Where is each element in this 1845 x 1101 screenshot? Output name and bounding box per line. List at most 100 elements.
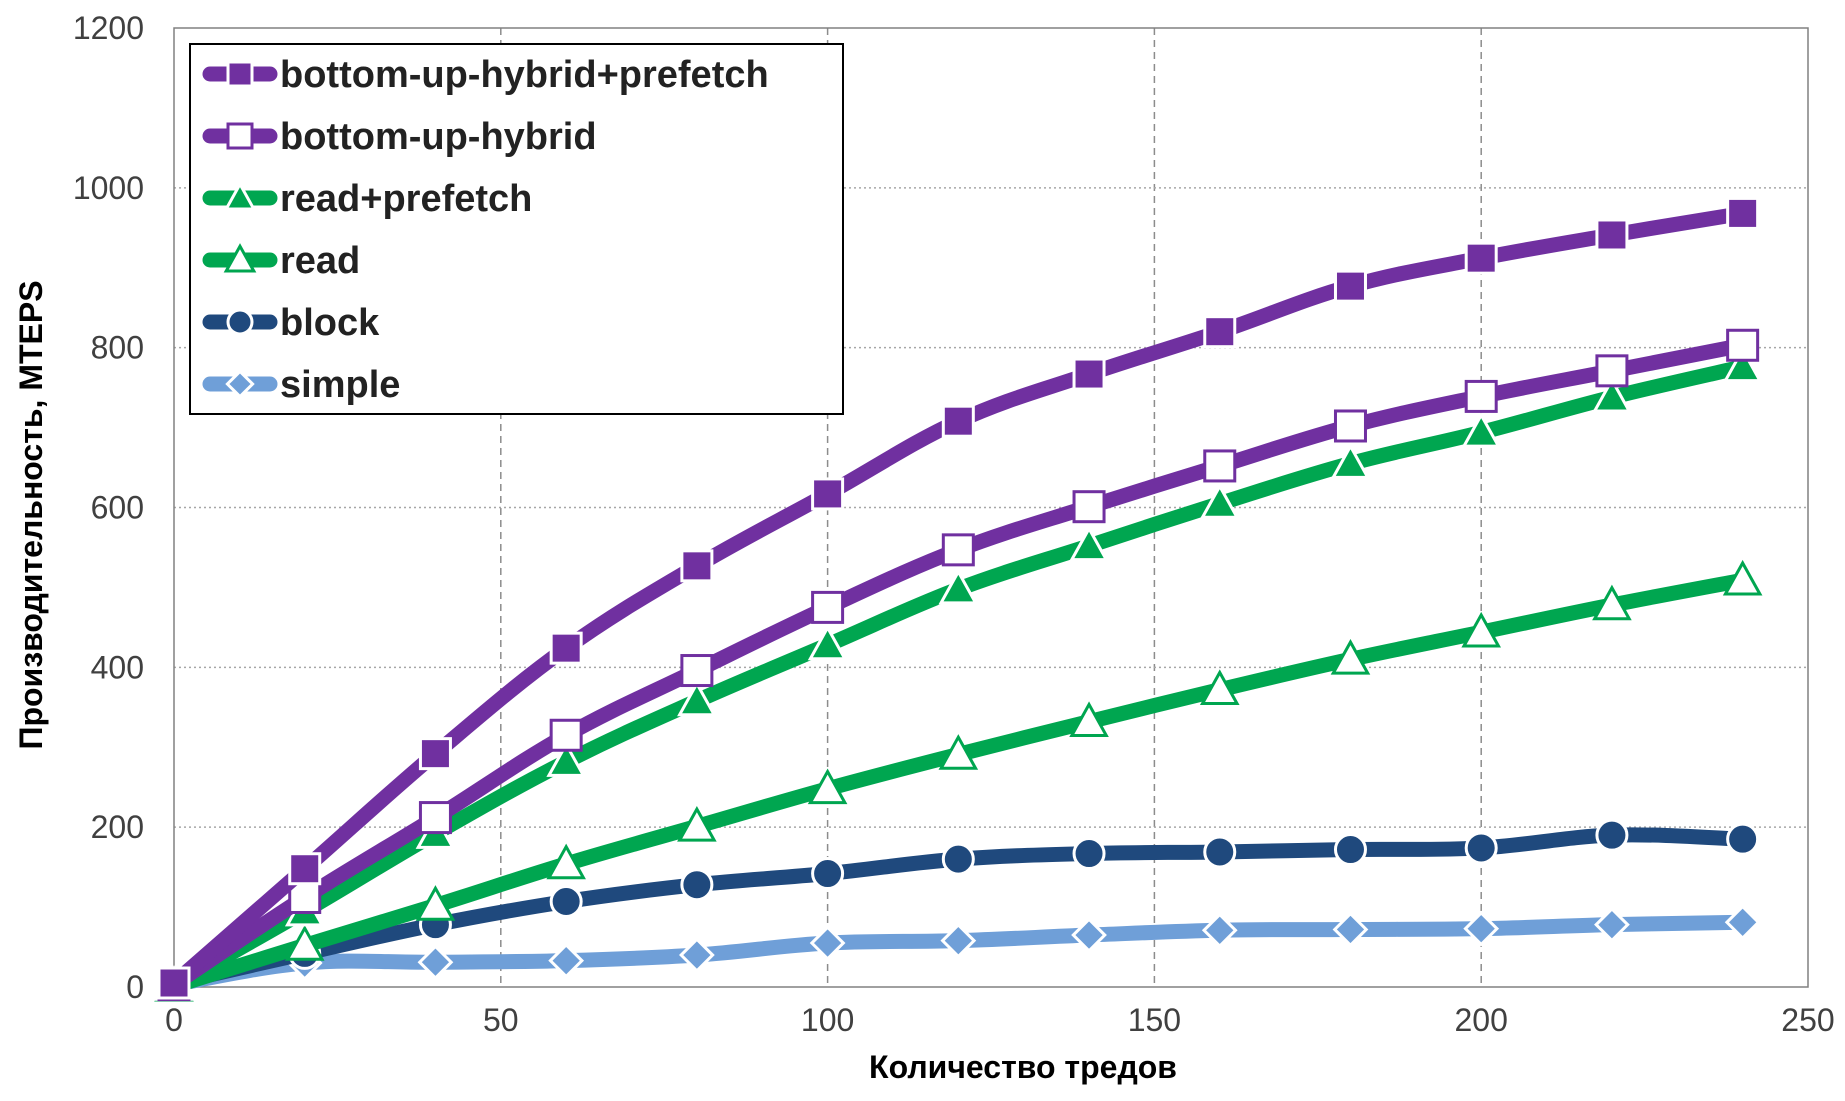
data-point: [417, 944, 454, 981]
series-bottom-up-hybrid-prefetch: [157, 196, 1760, 1000]
data-point: [940, 922, 977, 959]
legend-label: block: [280, 302, 380, 344]
data-point: [223, 243, 257, 273]
data-point: [809, 925, 846, 961]
x-tick-label: 0: [165, 1002, 183, 1038]
data-point: [1595, 818, 1629, 852]
legend-label: simple: [280, 364, 400, 406]
data-point: [938, 568, 979, 605]
y-tick-label: 1000: [73, 170, 144, 206]
data-point: [549, 631, 583, 665]
data-point: [418, 801, 452, 835]
series-line: [166, 337, 1751, 993]
data-point: [1201, 912, 1238, 949]
data-point: [807, 768, 848, 805]
data-point: [811, 477, 845, 511]
data-point: [226, 308, 254, 336]
data-point: [680, 868, 714, 902]
data-point: [415, 885, 456, 921]
data-point: [938, 734, 979, 770]
data-point: [1333, 833, 1367, 867]
legend-item: bottom-up-hybrid+prefetch: [202, 54, 769, 96]
data-point: [1461, 611, 1501, 648]
data-point: [1463, 910, 1500, 947]
data-point: [1203, 449, 1237, 483]
x-tick-label: 150: [1128, 1002, 1181, 1038]
data-point: [1332, 911, 1369, 948]
legend-item: read+prefetch: [202, 178, 532, 220]
data-point: [223, 181, 257, 211]
data-point: [225, 369, 255, 399]
data-point: [1724, 904, 1761, 941]
x-tick-label: 250: [1781, 1002, 1834, 1038]
data-point: [677, 680, 717, 717]
data-point: [1722, 346, 1763, 383]
data-point: [546, 741, 586, 777]
data-point: [1592, 376, 1632, 413]
data-point: [1464, 379, 1498, 413]
data-point: [811, 590, 845, 624]
legend-label: bottom-up-hybrid+prefetch: [280, 54, 769, 96]
data-point: [677, 806, 717, 842]
series-line: [166, 359, 1751, 993]
y-tick-label: 0: [126, 969, 144, 1005]
data-point: [548, 942, 585, 979]
series-simple: [156, 904, 1761, 1003]
data-point: [1464, 241, 1498, 275]
plot-area-border: [173, 27, 1809, 988]
legend-label: read+prefetch: [280, 178, 532, 220]
y-tick-label: 400: [91, 649, 144, 685]
data-point: [1333, 269, 1367, 303]
y-tick-label: 600: [91, 490, 144, 526]
data-point: [1726, 196, 1760, 230]
y-tick-labels: 0 200 400 600 800 1000 1200: [73, 10, 144, 1005]
data-point: [1203, 315, 1237, 349]
data-point: [1594, 906, 1630, 943]
data-point: [226, 122, 254, 150]
data-point: [1722, 559, 1763, 596]
data-point: [1071, 917, 1107, 953]
data-point: [811, 857, 845, 891]
data-point: [680, 549, 714, 583]
data-point: [1069, 525, 1109, 562]
y-tick-label: 1200: [73, 10, 144, 46]
data-point: [1330, 639, 1371, 675]
data-point: [1333, 409, 1367, 443]
data-point: [941, 404, 975, 438]
data-point: [546, 843, 586, 880]
series-layer: [154, 196, 1763, 1003]
y-tick-label: 200: [91, 809, 144, 845]
legend-item: simple: [202, 364, 400, 406]
plot-border: [173, 27, 1809, 988]
data-point: [1072, 490, 1106, 524]
data-point: [1069, 701, 1109, 737]
data-point: [157, 966, 191, 1000]
data-point: [807, 624, 848, 661]
data-point: [680, 654, 714, 688]
y-axis-title: Производительность, MTEPS: [13, 280, 49, 749]
data-point: [418, 737, 452, 771]
data-point: [1464, 831, 1498, 865]
x-tick-label: 50: [483, 1002, 519, 1038]
series-read-prefetch: [154, 346, 1763, 1001]
series-block: [157, 818, 1760, 1000]
legend-label: read: [280, 240, 360, 282]
data-point: [288, 852, 322, 886]
x-tick-labels: 0 50 100 150 200 250: [165, 1002, 1835, 1038]
data-point: [1726, 328, 1760, 362]
data-point: [1199, 669, 1240, 706]
data-point: [941, 842, 975, 876]
x-tick-label: 200: [1455, 1002, 1508, 1038]
legend-item: read: [202, 240, 360, 282]
data-point: [1199, 483, 1240, 519]
data-point: [549, 884, 583, 918]
x-tick-label: 100: [801, 1002, 854, 1038]
data-point: [284, 925, 325, 961]
data-point: [226, 60, 254, 88]
legend: bottom-up-hybrid+prefetch bottom-up-hybri…: [189, 43, 844, 415]
data-point: [679, 937, 715, 973]
data-point: [1461, 412, 1501, 448]
data-point: [1072, 357, 1106, 391]
data-point: [1726, 822, 1760, 856]
